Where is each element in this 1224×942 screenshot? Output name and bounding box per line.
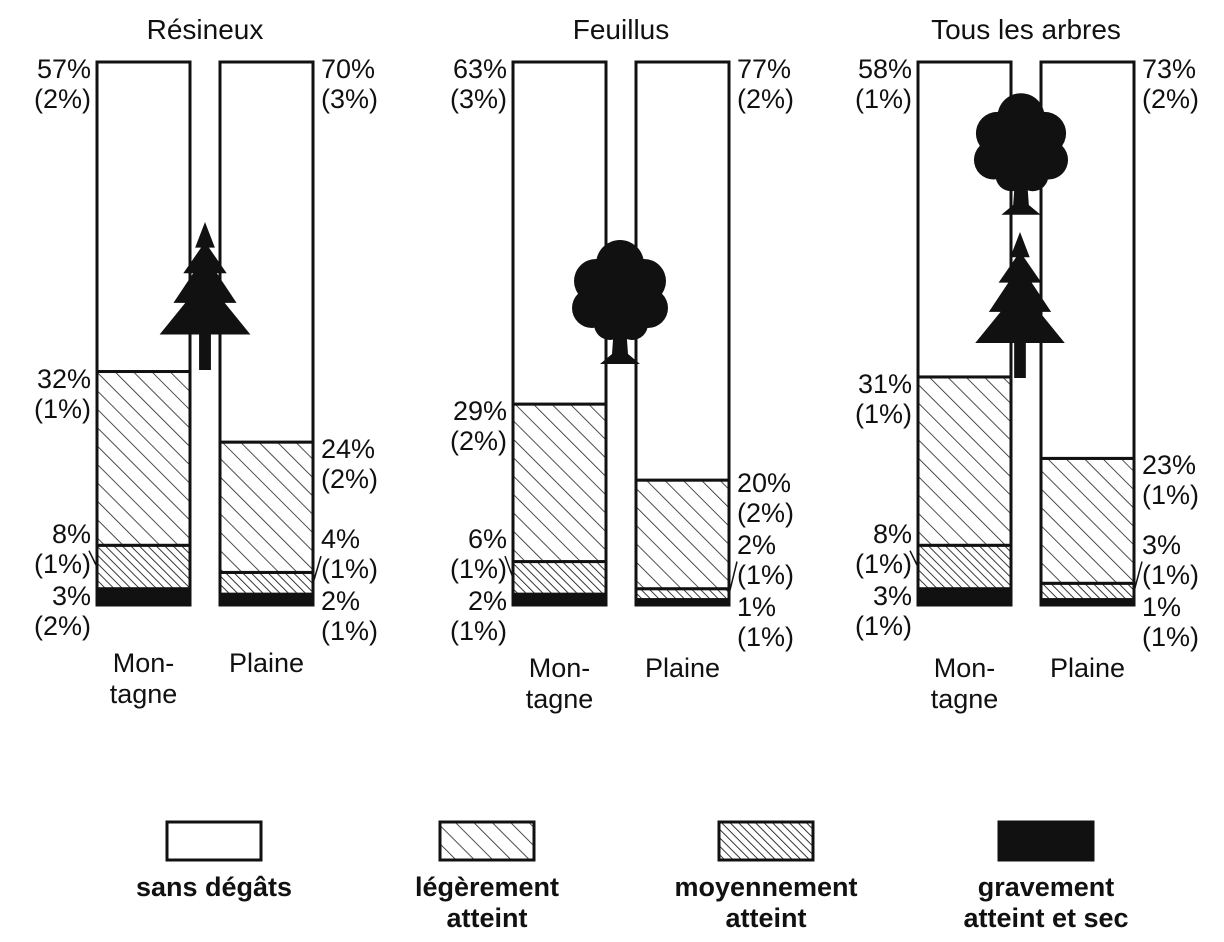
bar-segment [1039,581,1136,602]
error-label: (1%) [321,616,379,647]
x-tick-label: Plaine [1049,653,1126,683]
error-label: (1%) [449,616,507,647]
leader-line [909,550,919,568]
leader-line [88,550,98,568]
error-label: (1%) [33,393,91,424]
legend-label: gravement atteint et sec [963,872,1129,933]
bar-segment [218,570,315,596]
error-label: (1%) [854,610,912,641]
bar-segment [916,543,1013,591]
value-label: 23% [1142,450,1197,481]
value-label: 73% [1142,54,1197,84]
bar-segment [634,587,731,602]
value-label: 20% [737,467,792,498]
bar-segment [916,587,1013,607]
error-label: (1%) [854,84,912,114]
error-label: (3%) [449,84,507,114]
legend-swatch [717,820,815,862]
value-label: 57% [36,54,91,84]
chart-title: Résineux [146,14,264,45]
value-label: 58% [857,54,912,84]
value-label: 1% [737,591,777,622]
error-label: (1%) [1142,480,1200,511]
bar-segment [511,560,608,596]
error-label: (2%) [449,426,507,457]
bar-segment [95,587,192,607]
x-tick-label: Plaine [644,653,721,683]
leader-line [1133,561,1143,592]
x-tick-label: Mon- tagne [525,653,594,714]
value-label: 4% [321,524,361,555]
x-tick-label: Plaine [228,648,305,678]
legend-label: sans dégâts [135,872,293,902]
bar-segment [95,543,192,591]
value-label: 2% [737,529,777,560]
value-label: 8% [872,518,912,549]
error-label: (2%) [321,464,379,495]
error-label: (1%) [854,548,912,579]
value-label: 8% [51,518,91,549]
error-label: (2%) [737,497,795,528]
bar-segment [511,592,608,607]
legend-swatch [165,820,263,862]
error-label: (1%) [737,621,795,652]
error-label: (2%) [1142,84,1200,114]
legend-swatch [997,820,1095,862]
value-label: 70% [321,54,376,84]
error-label: (1%) [737,559,795,590]
error-label: (2%) [33,84,91,114]
value-label: 29% [452,396,507,427]
leader-line [504,555,514,579]
value-label: 24% [321,434,376,465]
value-label: 63% [452,54,507,84]
error-label: (2%) [33,610,91,641]
legend-label: légèrement atteint [414,872,560,933]
bar-segment [916,375,1013,547]
value-label: 32% [36,363,91,394]
bar-segment [511,402,608,564]
leader-line [312,555,322,584]
bar-segment [1039,456,1136,585]
x-tick-label: Mon- tagne [930,653,999,714]
error-label: (1%) [1142,621,1200,652]
chart-title: Tous les arbres [931,14,1121,45]
error-label: (1%) [1142,559,1200,590]
value-label: 3% [1142,529,1182,560]
error-label: (1%) [449,554,507,585]
bar-segment [218,60,315,444]
value-label: 2% [321,586,361,617]
value-label: 3% [872,580,912,611]
error-label: (1%) [33,548,91,579]
bars [88,60,1143,607]
value-label: 2% [467,586,507,617]
error-label: (2%) [737,84,795,114]
value-label: 77% [737,54,792,84]
bar-segment [218,440,315,574]
chart-title: Feuillus [572,14,670,45]
legend-swatch [438,820,536,862]
legend-label: moyennement atteint [674,872,858,933]
value-label: 31% [857,368,912,399]
error-label: (1%) [321,554,379,585]
value-label: 3% [51,580,91,611]
bar-segment [218,592,315,607]
bar-segment [511,60,608,406]
error-label: (3%) [321,84,379,114]
value-label: 1% [1142,591,1182,622]
bar-segment [634,478,731,591]
error-label: (1%) [854,398,912,429]
bar-segment [95,370,192,547]
value-label: 6% [467,524,507,555]
x-tick-label: Mon- tagne [109,648,178,709]
